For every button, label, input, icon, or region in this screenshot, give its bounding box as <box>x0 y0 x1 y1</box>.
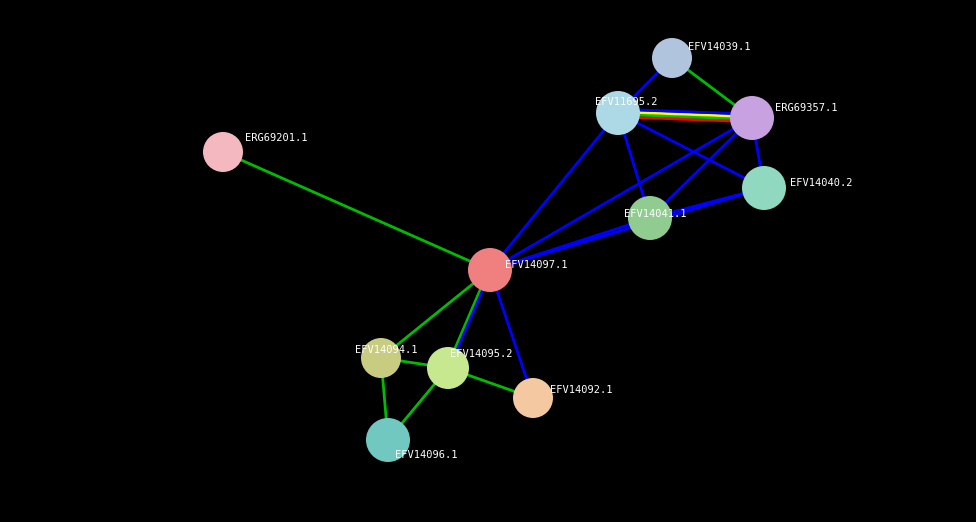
Circle shape <box>652 38 692 78</box>
Text: EFV14092.1: EFV14092.1 <box>550 385 613 395</box>
Circle shape <box>427 347 469 389</box>
Circle shape <box>596 91 640 135</box>
Circle shape <box>203 132 243 172</box>
Text: EFV14096.1: EFV14096.1 <box>395 450 458 460</box>
Text: EFV14095.2: EFV14095.2 <box>450 349 512 359</box>
Circle shape <box>628 196 672 240</box>
Text: EFV14039.1: EFV14039.1 <box>688 42 751 52</box>
Circle shape <box>366 418 410 462</box>
Circle shape <box>513 378 553 418</box>
Circle shape <box>730 96 774 140</box>
Text: EFV14041.1: EFV14041.1 <box>624 209 686 219</box>
Text: ERG69201.1: ERG69201.1 <box>245 133 307 143</box>
Circle shape <box>361 338 401 378</box>
Text: EFV14094.1: EFV14094.1 <box>355 345 418 355</box>
Text: EFV14040.2: EFV14040.2 <box>790 178 852 188</box>
Circle shape <box>468 248 512 292</box>
Text: EFV11695.2: EFV11695.2 <box>595 97 658 107</box>
Text: ERG69357.1: ERG69357.1 <box>775 103 837 113</box>
Text: EFV14097.1: EFV14097.1 <box>505 260 567 270</box>
Circle shape <box>742 166 786 210</box>
